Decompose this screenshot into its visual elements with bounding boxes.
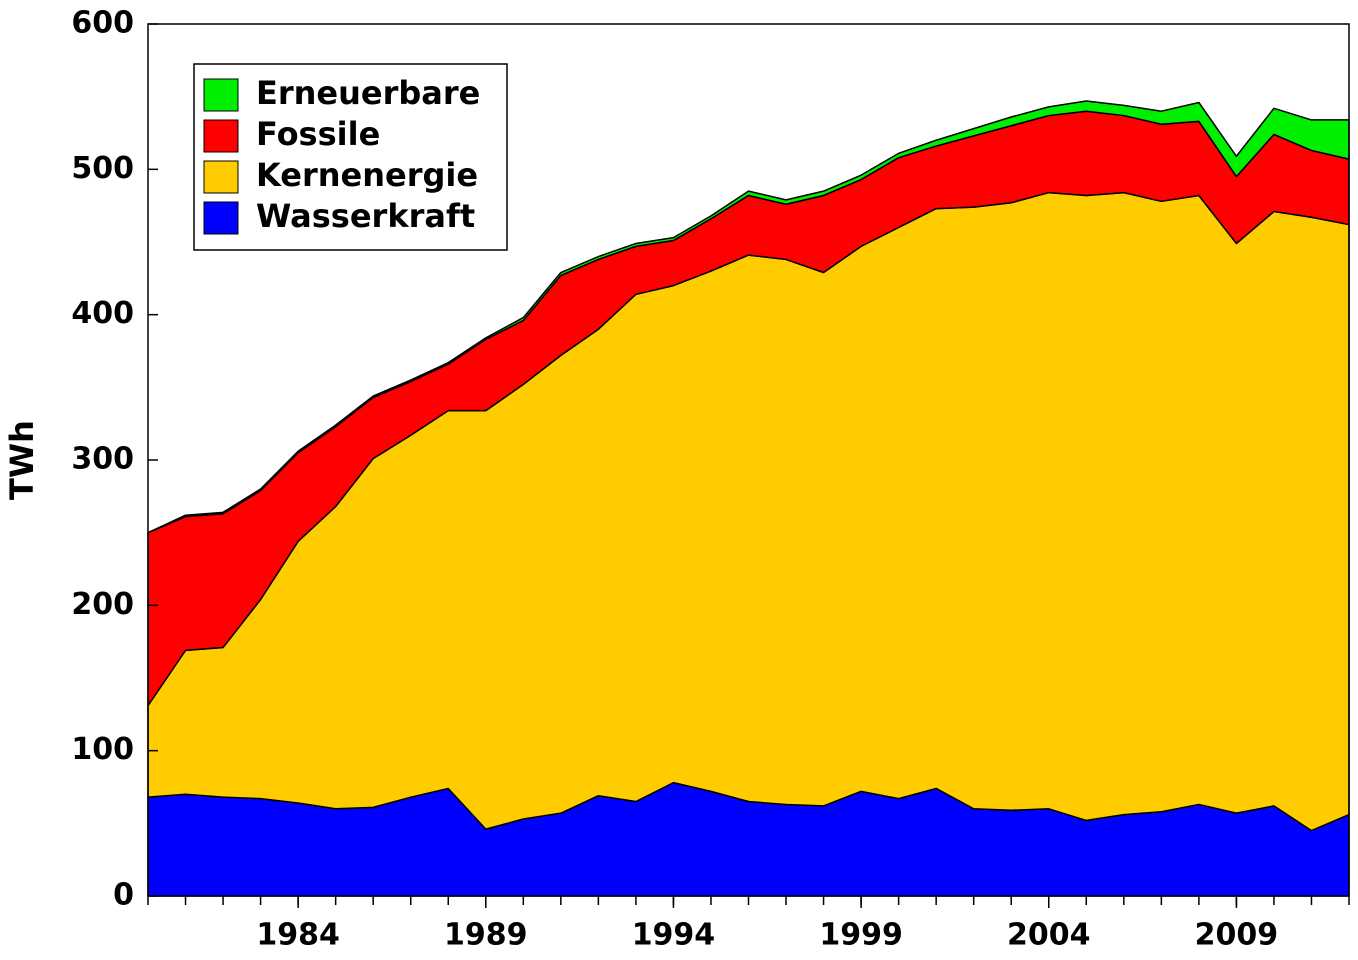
legend-label: Erneuerbare bbox=[256, 74, 480, 112]
x-tick-label: 1989 bbox=[444, 918, 528, 953]
x-tick-label: 1984 bbox=[256, 918, 340, 953]
legend-label: Wasserkraft bbox=[256, 197, 475, 235]
legend-swatch bbox=[203, 78, 239, 112]
x-tick-label: 2004 bbox=[1007, 918, 1091, 953]
y-tick-label: 0 bbox=[113, 878, 134, 913]
y-tick-label: 600 bbox=[71, 6, 134, 41]
y-tick-label: 200 bbox=[71, 587, 134, 622]
legend-swatch bbox=[203, 201, 239, 235]
legend-box bbox=[193, 63, 508, 251]
x-tick-label: 2009 bbox=[1195, 918, 1279, 953]
y-axis-label: TWh bbox=[3, 420, 41, 500]
x-tick-label: 1999 bbox=[819, 918, 903, 953]
y-tick-label: 500 bbox=[71, 151, 134, 186]
y-tick-label: 400 bbox=[71, 296, 134, 331]
x-tick-label: 1994 bbox=[632, 918, 716, 953]
y-tick-label: 300 bbox=[71, 442, 134, 477]
legend-swatch bbox=[203, 160, 239, 194]
legend-label: Fossile bbox=[256, 115, 380, 153]
y-tick-label: 100 bbox=[71, 732, 134, 767]
legend-swatch bbox=[203, 119, 239, 153]
legend-label: Kernenergie bbox=[256, 156, 478, 194]
